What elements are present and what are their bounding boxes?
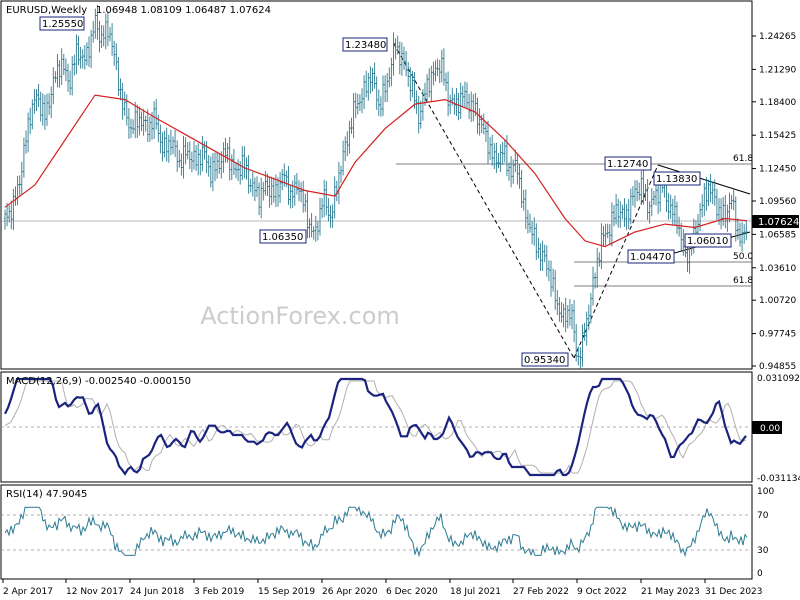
moving-average-line bbox=[4, 94, 748, 248]
svg-text:1.04470: 1.04470 bbox=[630, 252, 671, 263]
level-label-106350: 1.06350 bbox=[259, 229, 307, 244]
fib-label-618-upper: 61.8 bbox=[733, 154, 753, 164]
x-tick-label: 26 Apr 2020 bbox=[322, 587, 378, 597]
price-y-tick-label: 1.09560 bbox=[759, 197, 796, 207]
macd-title: MACD(12,26,9) -0.002540 -0.000150 bbox=[6, 376, 191, 387]
price-y-tick-label: 1.12450 bbox=[759, 165, 796, 175]
price-y-tick-label: 0.97745 bbox=[759, 330, 796, 340]
x-tick-label: 24 Jun 2018 bbox=[130, 587, 184, 597]
macd-tick-max: 0.031092 bbox=[757, 374, 800, 384]
triangle-upper-line bbox=[657, 164, 751, 195]
svg-text:1.25550: 1.25550 bbox=[42, 19, 83, 30]
level-label-112740: 1.12740 bbox=[604, 156, 652, 171]
x-tick-label: 15 Sep 2019 bbox=[258, 587, 315, 597]
rsi-line bbox=[4, 505, 748, 558]
level-label-123480: 1.23480 bbox=[342, 37, 388, 52]
price-y-tick-label: 1.06585 bbox=[759, 230, 796, 240]
level-label-125550: 1.25550 bbox=[39, 16, 85, 31]
trendline-down-dashed bbox=[393, 43, 575, 359]
price-y-tick-label: 1.21290 bbox=[759, 65, 796, 75]
macd-zero-label: 0.00 bbox=[760, 424, 780, 434]
level-label-095340: 0.95340 bbox=[521, 352, 569, 367]
trendline-up-dashed bbox=[573, 164, 659, 359]
x-tick-label: 2 Apr 2017 bbox=[3, 587, 53, 597]
price-bars bbox=[3, 4, 748, 369]
chart-title: EURUSD,Weekly bbox=[6, 5, 87, 16]
price-y-tick-label: 1.15425 bbox=[759, 131, 796, 141]
price-y-tick-label: 1.24265 bbox=[759, 32, 796, 42]
rsi-tick-100: 100 bbox=[757, 487, 774, 497]
chart-ohlc: 1.06948 1.08109 1.06487 1.07624 bbox=[96, 5, 271, 16]
price-panel bbox=[0, 0, 753, 370]
x-axis: 2 Apr 2017 12 Nov 2017 24 Jun 2018 3 Feb 20… bbox=[2, 579, 763, 597]
level-label-113830: 1.13830 bbox=[653, 171, 701, 186]
rsi-tick-30: 30 bbox=[757, 546, 769, 556]
fib-label-618-lower: 61.8 bbox=[733, 276, 753, 286]
rsi-tick-70: 70 bbox=[757, 511, 769, 521]
x-tick-label: 18 Jul 2021 bbox=[450, 587, 501, 597]
price-y-axis: 1.24265 1.21290 1.18400 1.15425 1.12450 1.095… bbox=[752, 32, 796, 372]
rsi-title: RSI(14) 47.9045 bbox=[6, 489, 87, 500]
price-y-tick-label: 1.03610 bbox=[759, 264, 796, 274]
price-y-tick-label: 1.00720 bbox=[759, 296, 796, 306]
x-tick-label: 27 Feb 2022 bbox=[513, 587, 569, 597]
macd-tick-min: -0.031134 bbox=[757, 474, 800, 484]
svg-text:1.23480: 1.23480 bbox=[345, 40, 386, 51]
last-price-tag: 1.07624 bbox=[752, 215, 799, 228]
macd-zero-tag bbox=[752, 421, 782, 434]
svg-text:1.06350: 1.06350 bbox=[262, 232, 303, 243]
x-tick-label: 6 Dec 2020 bbox=[386, 587, 438, 597]
svg-text:1.12740: 1.12740 bbox=[607, 159, 648, 170]
x-tick-label: 21 May 2023 bbox=[641, 587, 700, 597]
svg-text:1.13830: 1.13830 bbox=[656, 174, 697, 185]
x-tick-label: 31 Dec 2023 bbox=[705, 587, 763, 597]
level-label-106010: 1.06010 bbox=[684, 233, 732, 248]
level-label-104470: 1.04470 bbox=[627, 249, 675, 264]
rsi-tick-0: 0 bbox=[757, 569, 763, 579]
watermark: ActionForex.com bbox=[200, 302, 400, 330]
svg-text:1.06010: 1.06010 bbox=[687, 236, 728, 247]
price-y-tick-label: 0.94855 bbox=[759, 362, 796, 372]
svg-text:0.95340: 0.95340 bbox=[524, 355, 565, 366]
x-tick-label: 12 Nov 2017 bbox=[66, 587, 124, 597]
fib-label-500: 50.0 bbox=[733, 252, 753, 262]
macd-line bbox=[4, 377, 747, 477]
x-tick-label: 9 Oct 2022 bbox=[577, 587, 627, 597]
x-tick-label: 3 Feb 2019 bbox=[194, 587, 245, 597]
svg-text:1.07624: 1.07624 bbox=[758, 217, 799, 228]
price-y-tick-label: 1.18400 bbox=[759, 98, 796, 108]
